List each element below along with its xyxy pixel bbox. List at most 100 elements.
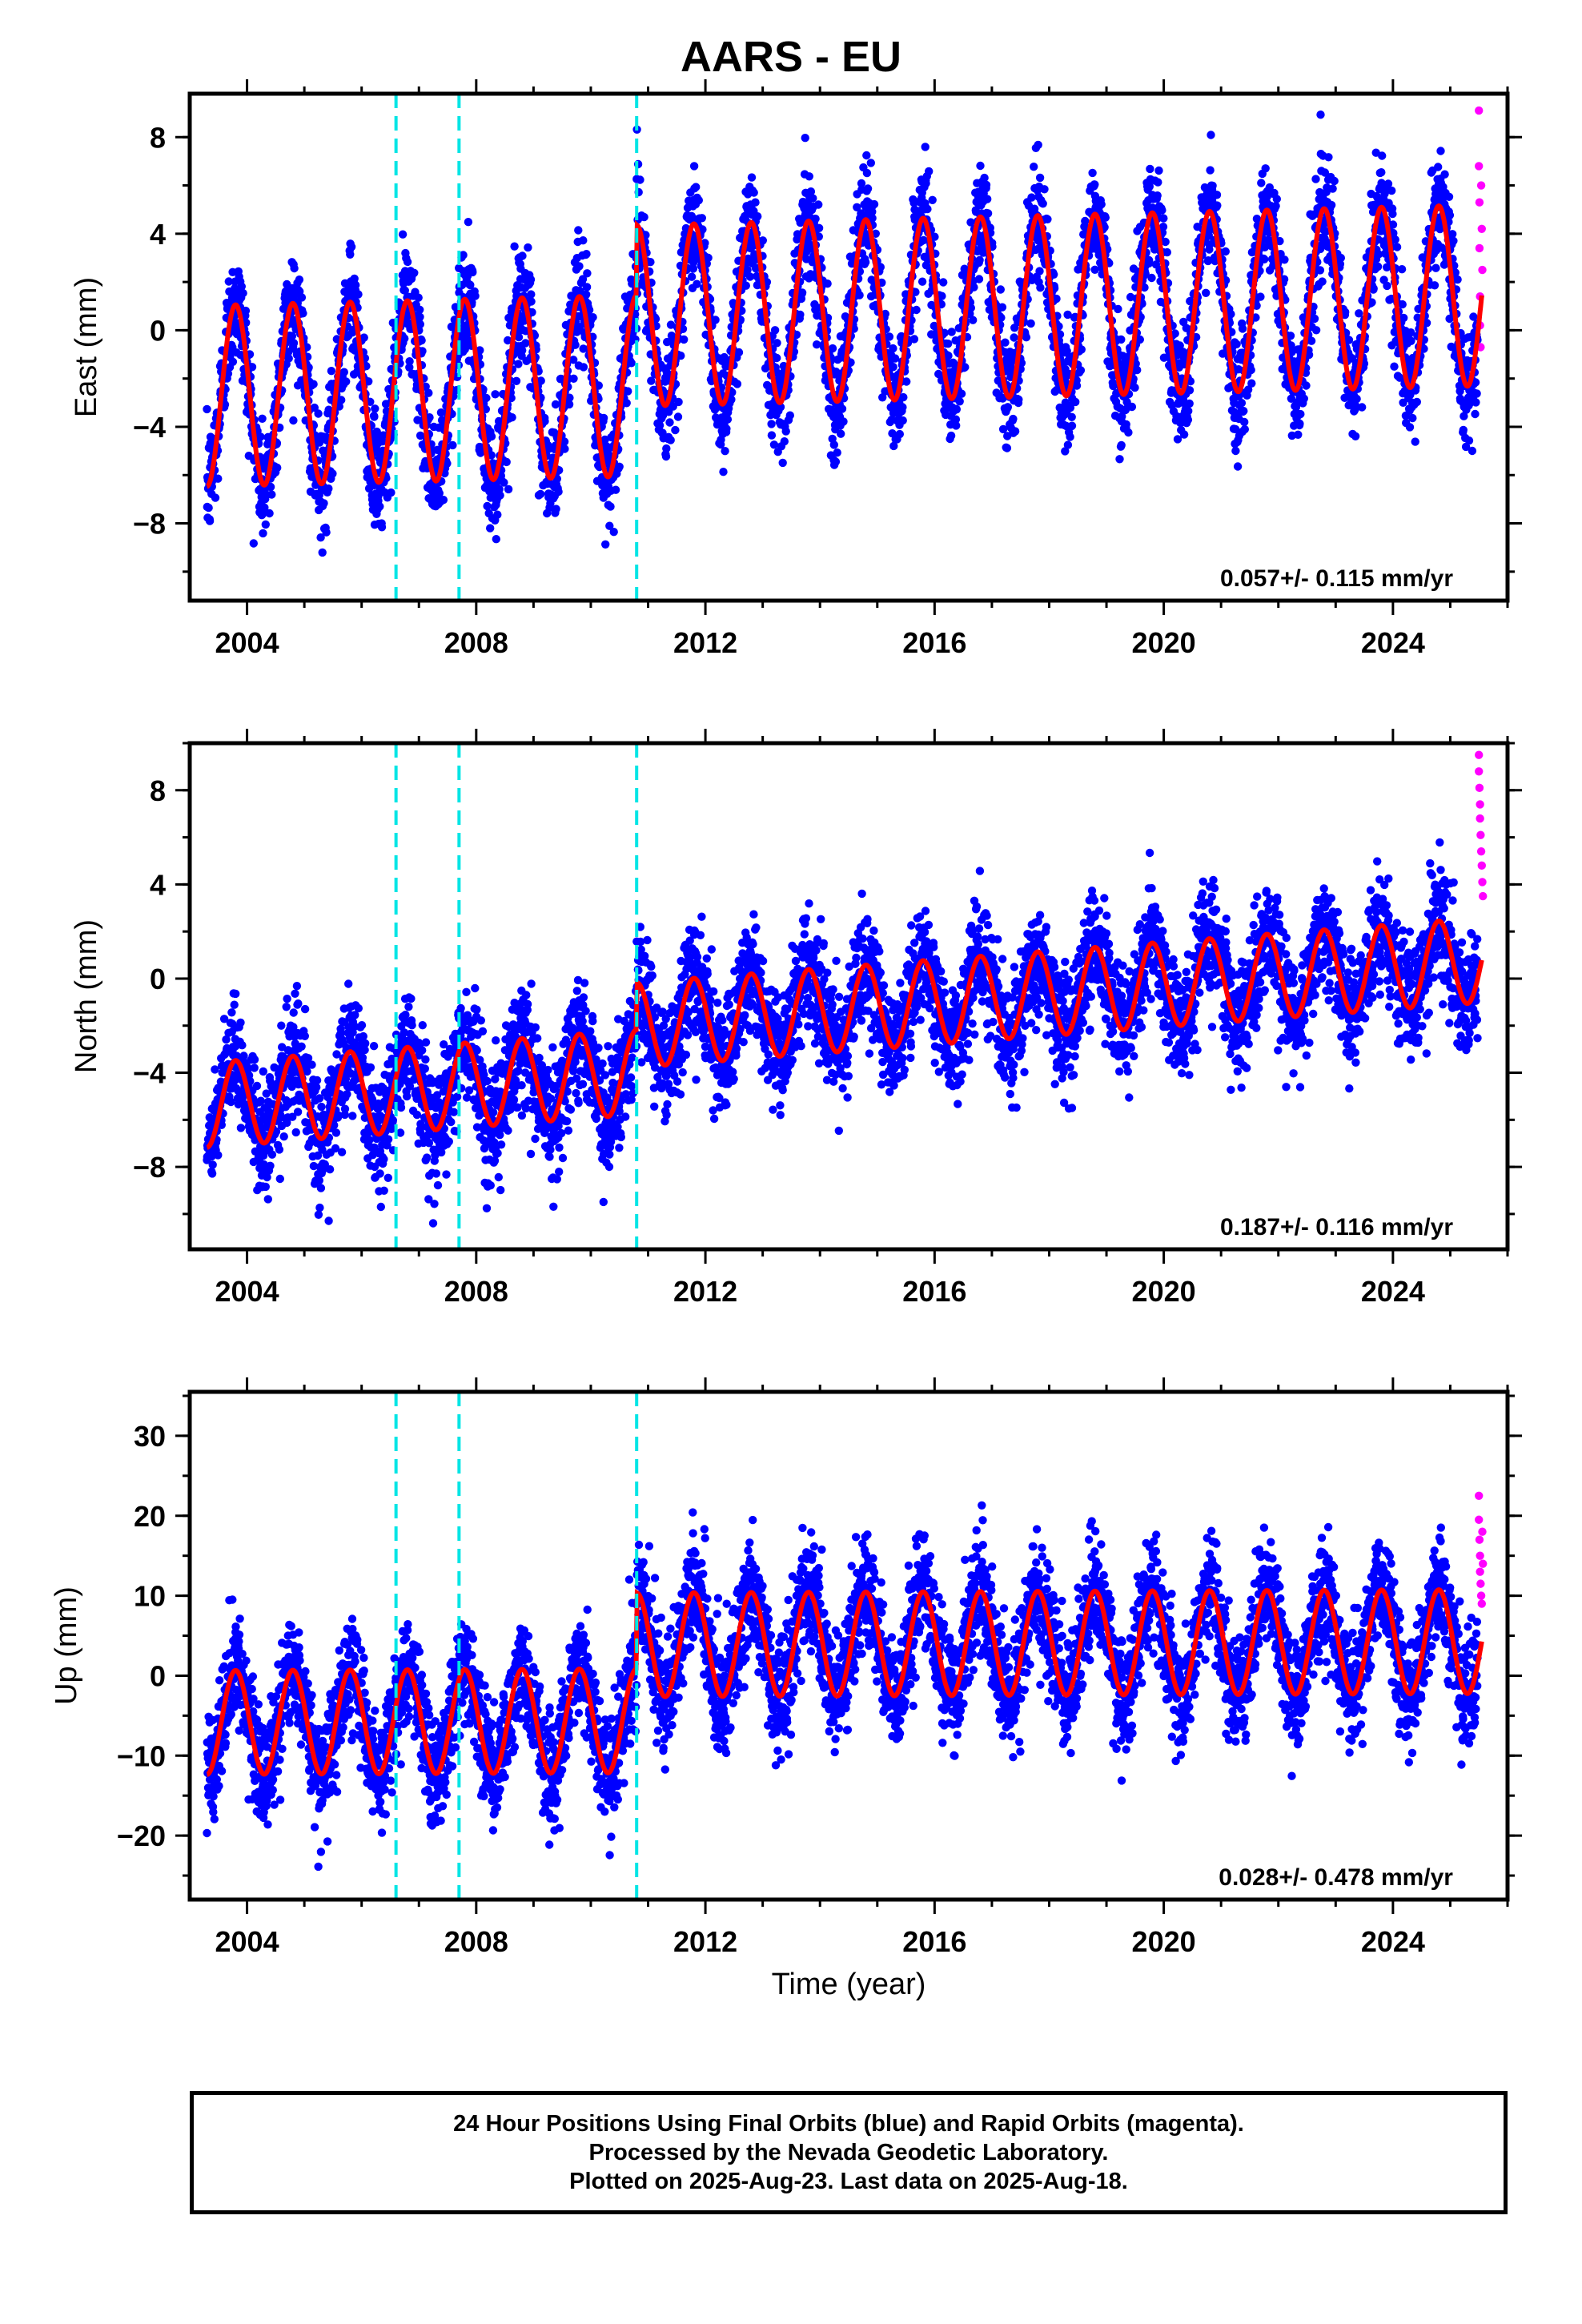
data-point [310, 403, 319, 412]
data-point [1010, 333, 1018, 342]
data-point [565, 393, 574, 402]
data-point [379, 431, 387, 440]
data-point [464, 218, 473, 227]
data-point [536, 489, 545, 499]
data-point [1227, 310, 1235, 319]
data-point [925, 167, 934, 176]
data-point [526, 275, 536, 284]
data-point [319, 499, 328, 508]
data-point [733, 380, 742, 388]
data-point [582, 250, 591, 259]
data-point [890, 354, 900, 363]
data-point [203, 404, 211, 414]
data-point [1154, 178, 1162, 187]
data-point [416, 312, 424, 321]
data-point [952, 405, 962, 414]
data-point [869, 199, 879, 209]
data-point [747, 173, 757, 182]
data-point [328, 469, 337, 478]
data-point [496, 491, 504, 500]
data-point [1035, 173, 1045, 183]
data-point [1036, 283, 1045, 292]
data-point [487, 432, 496, 441]
data-point [377, 523, 387, 532]
data-point [1286, 332, 1295, 340]
data-point [582, 290, 591, 299]
data-point [560, 444, 569, 453]
data-point [1179, 430, 1189, 439]
data-point [1387, 186, 1396, 195]
data-point [482, 393, 491, 403]
data-point [1147, 273, 1156, 283]
data-point [805, 172, 813, 181]
data-point [588, 313, 597, 322]
data-point [655, 421, 665, 430]
data-point [1101, 213, 1110, 222]
data-point [1038, 199, 1047, 208]
data-point [287, 332, 297, 340]
data-point [692, 183, 701, 191]
data-point [823, 279, 832, 288]
data-point [1026, 319, 1035, 328]
data-point [1294, 430, 1303, 439]
data-point [342, 377, 351, 386]
data-point [1383, 281, 1391, 291]
data-point [1014, 395, 1023, 404]
data-point [347, 243, 356, 251]
data-point [1391, 235, 1399, 244]
data-point [491, 390, 500, 399]
data-point [1315, 266, 1325, 275]
data-point [1358, 403, 1367, 412]
data-point [247, 363, 257, 372]
data-point [476, 346, 484, 355]
data-point [518, 251, 527, 260]
data-point [829, 440, 839, 449]
data-point [1088, 168, 1097, 178]
data-point [414, 293, 423, 302]
data-point [375, 502, 384, 511]
data-point [508, 413, 516, 422]
data-point [661, 452, 671, 461]
data-point [510, 242, 519, 251]
data-point [704, 253, 713, 263]
data-point [1146, 164, 1154, 174]
data-point [241, 306, 251, 316]
data-point [335, 402, 343, 411]
data-point [1117, 335, 1126, 344]
data-point [998, 303, 1007, 312]
data-point [751, 198, 760, 207]
final-orbit-points [203, 111, 1482, 557]
data-point [1067, 421, 1077, 430]
data-point [741, 281, 750, 290]
data-point [975, 255, 984, 264]
data-point [1207, 131, 1215, 139]
data-point [1378, 151, 1387, 160]
data-point [600, 435, 609, 444]
data-point [289, 416, 298, 425]
data-point [1272, 195, 1282, 203]
data-point [1072, 381, 1082, 390]
data-point [1030, 163, 1038, 171]
data-point [416, 320, 424, 329]
data-point [569, 374, 578, 383]
data-point [1067, 412, 1076, 421]
data-point [797, 288, 807, 297]
data-point [594, 381, 603, 390]
data-point [1260, 255, 1269, 263]
data-point [1159, 214, 1168, 223]
data-point [504, 336, 512, 345]
data-point [1240, 417, 1249, 427]
data-point [584, 305, 594, 315]
data-point [364, 377, 373, 386]
data-point [521, 339, 530, 348]
data-point [837, 404, 847, 413]
data-point [468, 267, 477, 277]
data-point [351, 280, 360, 290]
data-point [955, 397, 964, 406]
data-point [770, 326, 780, 335]
data-point [1318, 277, 1327, 286]
data-point [1336, 253, 1346, 263]
data-point [514, 332, 524, 342]
data-point [734, 348, 744, 357]
